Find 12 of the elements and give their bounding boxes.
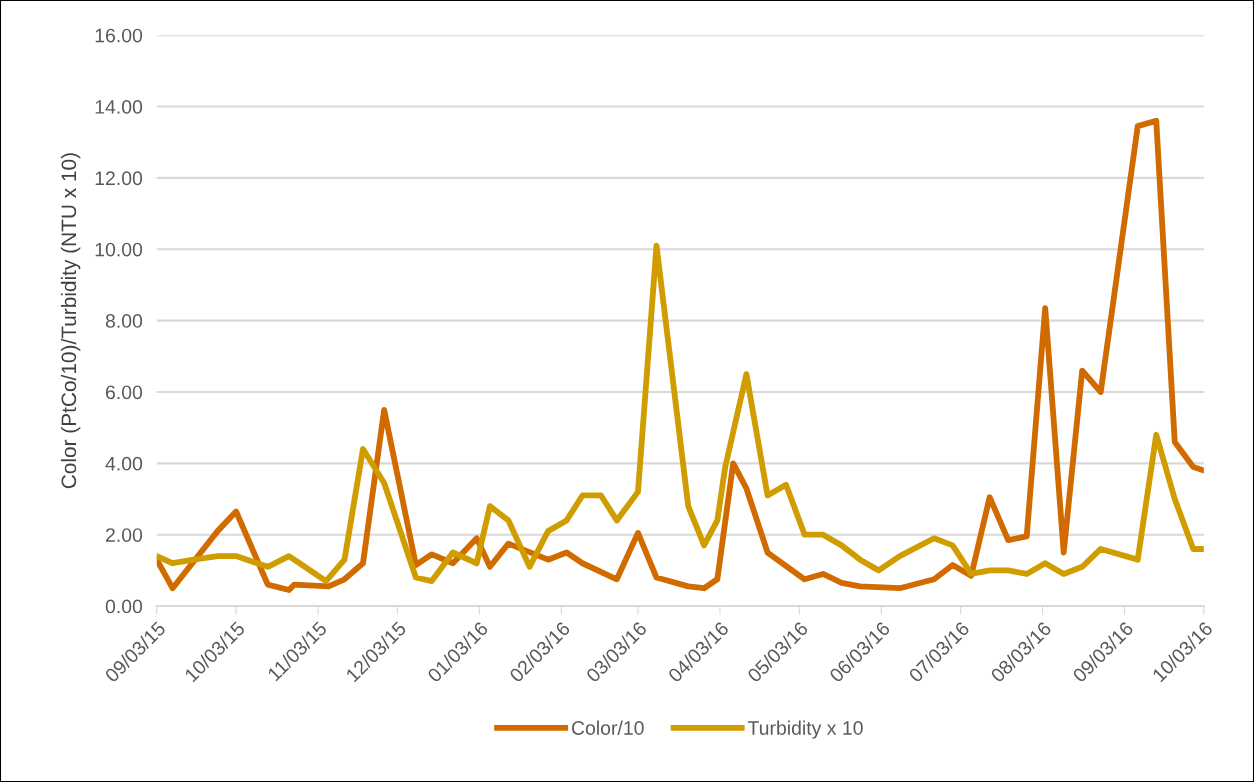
y-tick-label: 0.00 (105, 599, 143, 614)
y-tick-label: 6.00 (106, 385, 143, 400)
y-tick-label: 8.00 (105, 314, 143, 328)
y-tick-label: 10.00 (95, 242, 143, 257)
y-tick-label: 2.00 (106, 528, 143, 542)
y-axis-title: Color (PtCo/10)/Turbidity (NTU x 10) (60, 153, 81, 489)
y-tick-label: 16.00 (95, 28, 143, 43)
y-tick-label: 14.00 (95, 100, 143, 114)
y-tick-label: 4.00 (105, 456, 143, 471)
legend-label: Turbidity x 10 (747, 720, 863, 739)
y-tick-label: 12.00 (95, 171, 143, 186)
legend-label: Color/10 (571, 720, 644, 735)
